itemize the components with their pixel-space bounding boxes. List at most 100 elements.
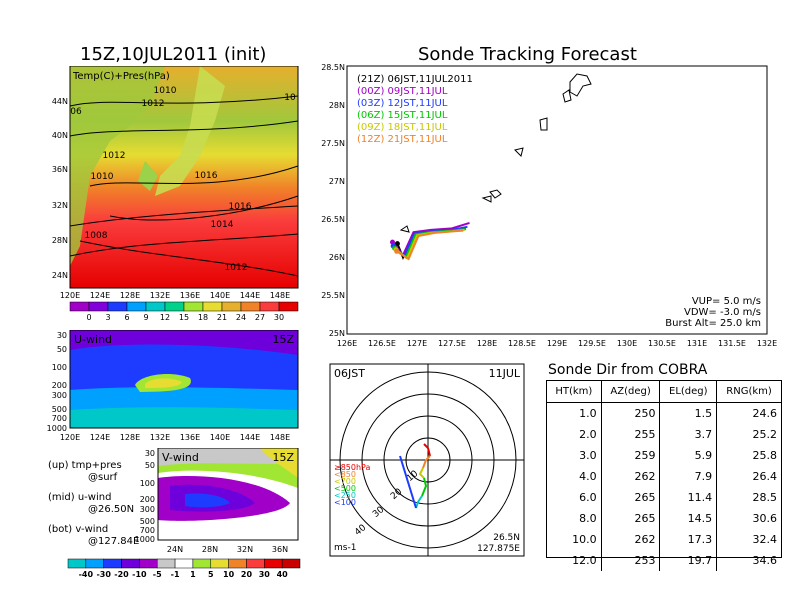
level-legend-entry: <700 xyxy=(334,477,356,486)
lon-label: 127.5E xyxy=(438,339,466,348)
p-label: 700 xyxy=(140,526,155,535)
colorbar-tick: 30 xyxy=(259,570,271,579)
lon-label: 130.5E xyxy=(648,339,676,348)
colorbar-cell xyxy=(67,558,87,569)
table-cell: 11.4 xyxy=(659,487,717,508)
colorbar-cell xyxy=(240,301,261,312)
table-cell: 5.9 xyxy=(659,445,717,466)
colorbar-tick: -5 xyxy=(153,570,162,579)
map-label: Temp(C)+Pres(hPa) xyxy=(72,71,170,82)
colorbar-cell xyxy=(156,558,176,569)
sonde-dir-table: HT(km) AZ(deg) EL(deg) RNG(km) 1.0 250 1.5… xyxy=(547,381,781,571)
isobar-label: 1010 xyxy=(154,86,177,96)
table-row: 4.0 262 7.9 26.4 xyxy=(547,466,781,487)
col-header: AZ(deg) xyxy=(600,381,660,403)
v-wind-time: 15Z xyxy=(272,451,294,464)
lat-label: 24N xyxy=(52,271,68,280)
u-wind-label: U-wind xyxy=(74,333,112,346)
colorbar-tick: 10 xyxy=(223,570,235,579)
colorbar-cell xyxy=(246,558,265,569)
table-cell: 19.7 xyxy=(659,550,717,571)
lon-label: 144E xyxy=(240,291,260,300)
legend-entry: (06Z) 15JST,11JUL xyxy=(357,110,448,121)
track-start-point xyxy=(394,248,400,254)
table-cell: 3.0 xyxy=(579,449,597,462)
note-mid-level: @26.50N xyxy=(88,504,135,515)
sonde-dir-title: Sonde Dir from COBRA xyxy=(548,362,708,378)
tracking-map: (21Z) 06JST,11JUL2011(00Z) 09JST,11JUL(0… xyxy=(321,63,777,348)
init-title: 15Z,10JUL2011 (init) xyxy=(80,44,267,65)
table-row: 1.0 250 1.5 24.6 xyxy=(547,402,781,424)
isobar-label: 1010 xyxy=(91,172,114,182)
p-label: 100 xyxy=(140,479,155,488)
isobar-label: 1012 xyxy=(103,151,126,161)
p-label: 500 xyxy=(52,405,67,414)
lat-label: 44N xyxy=(52,97,68,106)
legend-entry: (12Z) 21JST,11JUL xyxy=(357,134,448,145)
table-cell: 25.2 xyxy=(716,424,781,445)
japan-land xyxy=(155,66,225,196)
table-row: 6.0 265 11.4 28.5 xyxy=(547,487,781,508)
isobar-label: 1016 xyxy=(195,171,218,181)
level-legend-entry: <250 xyxy=(334,491,356,500)
colorbar-cell xyxy=(174,558,194,569)
p-label: 1000 xyxy=(47,424,67,433)
wind-colorbar: -40 -30 -20 -10 -5 -1 1 5 10 20 30 40 xyxy=(67,558,301,579)
lat-label: 28N xyxy=(52,236,68,245)
colorbar-tick: -40 xyxy=(79,570,94,579)
colorbar-tick: 21 xyxy=(217,313,227,322)
lon-label: 129E xyxy=(547,339,567,348)
level-legend-entry: <500 xyxy=(334,484,356,493)
p-label: 30 xyxy=(57,331,67,340)
lon-label: 132E xyxy=(150,433,170,442)
p-label: 1000 xyxy=(135,535,155,544)
v-wind-label: V-wind xyxy=(162,451,199,464)
hodograph: 10 20 30 40 06JST 11JUL ≥850hPa<850<700<… xyxy=(329,363,525,557)
table-cell: 8.0 xyxy=(579,512,597,525)
colorbar-cell xyxy=(164,301,185,312)
p-label: 30 xyxy=(145,449,155,458)
table-cell: 10.0 xyxy=(572,533,597,546)
colorbar-tick: 0 xyxy=(86,313,91,322)
isobar-label: 10 xyxy=(284,93,296,103)
hodo-lon: 127.875E xyxy=(477,544,520,554)
lon-label: 144E xyxy=(240,433,260,442)
colorbar-tick: -20 xyxy=(114,570,129,579)
colorbar-tick: 40 xyxy=(277,570,289,579)
col-header: EL(deg) xyxy=(659,381,717,403)
colorbar-cell xyxy=(121,558,140,569)
colorbar-tick: 18 xyxy=(198,313,208,322)
lon-label: 128E xyxy=(120,433,140,442)
lon-label: 130E xyxy=(617,339,637,348)
p-label: 300 xyxy=(52,391,67,400)
colorbar-cell xyxy=(259,301,280,312)
lon-label: 131E xyxy=(687,339,707,348)
note-bot: (bot) v-wind xyxy=(48,524,109,535)
legend-entry: (21Z) 06JST,11JUL2011 xyxy=(357,74,473,85)
hodo-time: 06JST xyxy=(334,367,365,380)
lat-label: 24N xyxy=(167,545,183,554)
colorbar-cell xyxy=(278,301,299,312)
temp-colorbar xyxy=(69,301,299,312)
colorbar-cell xyxy=(126,301,147,312)
isobar-label: 1008 xyxy=(85,231,108,241)
u-wind-panel: U-wind 15Z 30 50 100 200 300 500 700 100… xyxy=(47,330,299,442)
colorbar-tick: 15 xyxy=(179,313,189,322)
note-bot-level: @127.84E xyxy=(88,536,140,547)
lat-label: 25.5N xyxy=(321,291,345,300)
colorbar-cell xyxy=(85,558,104,569)
table-cell: 259 xyxy=(600,445,660,466)
table-cell: 265 xyxy=(600,508,660,529)
lon-label: 120E xyxy=(60,291,80,300)
islands xyxy=(399,73,592,233)
colorbar-tick: 5 xyxy=(208,570,214,579)
temp-pres-map: 1010 1012 06 10 1012 1010 1016 1016 1014… xyxy=(52,66,299,322)
lon-label: 136E xyxy=(180,433,200,442)
level-legend-entry: <100 xyxy=(334,498,356,507)
table-cell: 3.7 xyxy=(659,424,717,445)
colorbar-cell xyxy=(88,301,109,312)
map-frame xyxy=(69,66,299,289)
table-cell: 4.0 xyxy=(579,470,597,483)
note-up-level: @surf xyxy=(88,472,118,483)
table-cell: 1.5 xyxy=(659,402,717,424)
